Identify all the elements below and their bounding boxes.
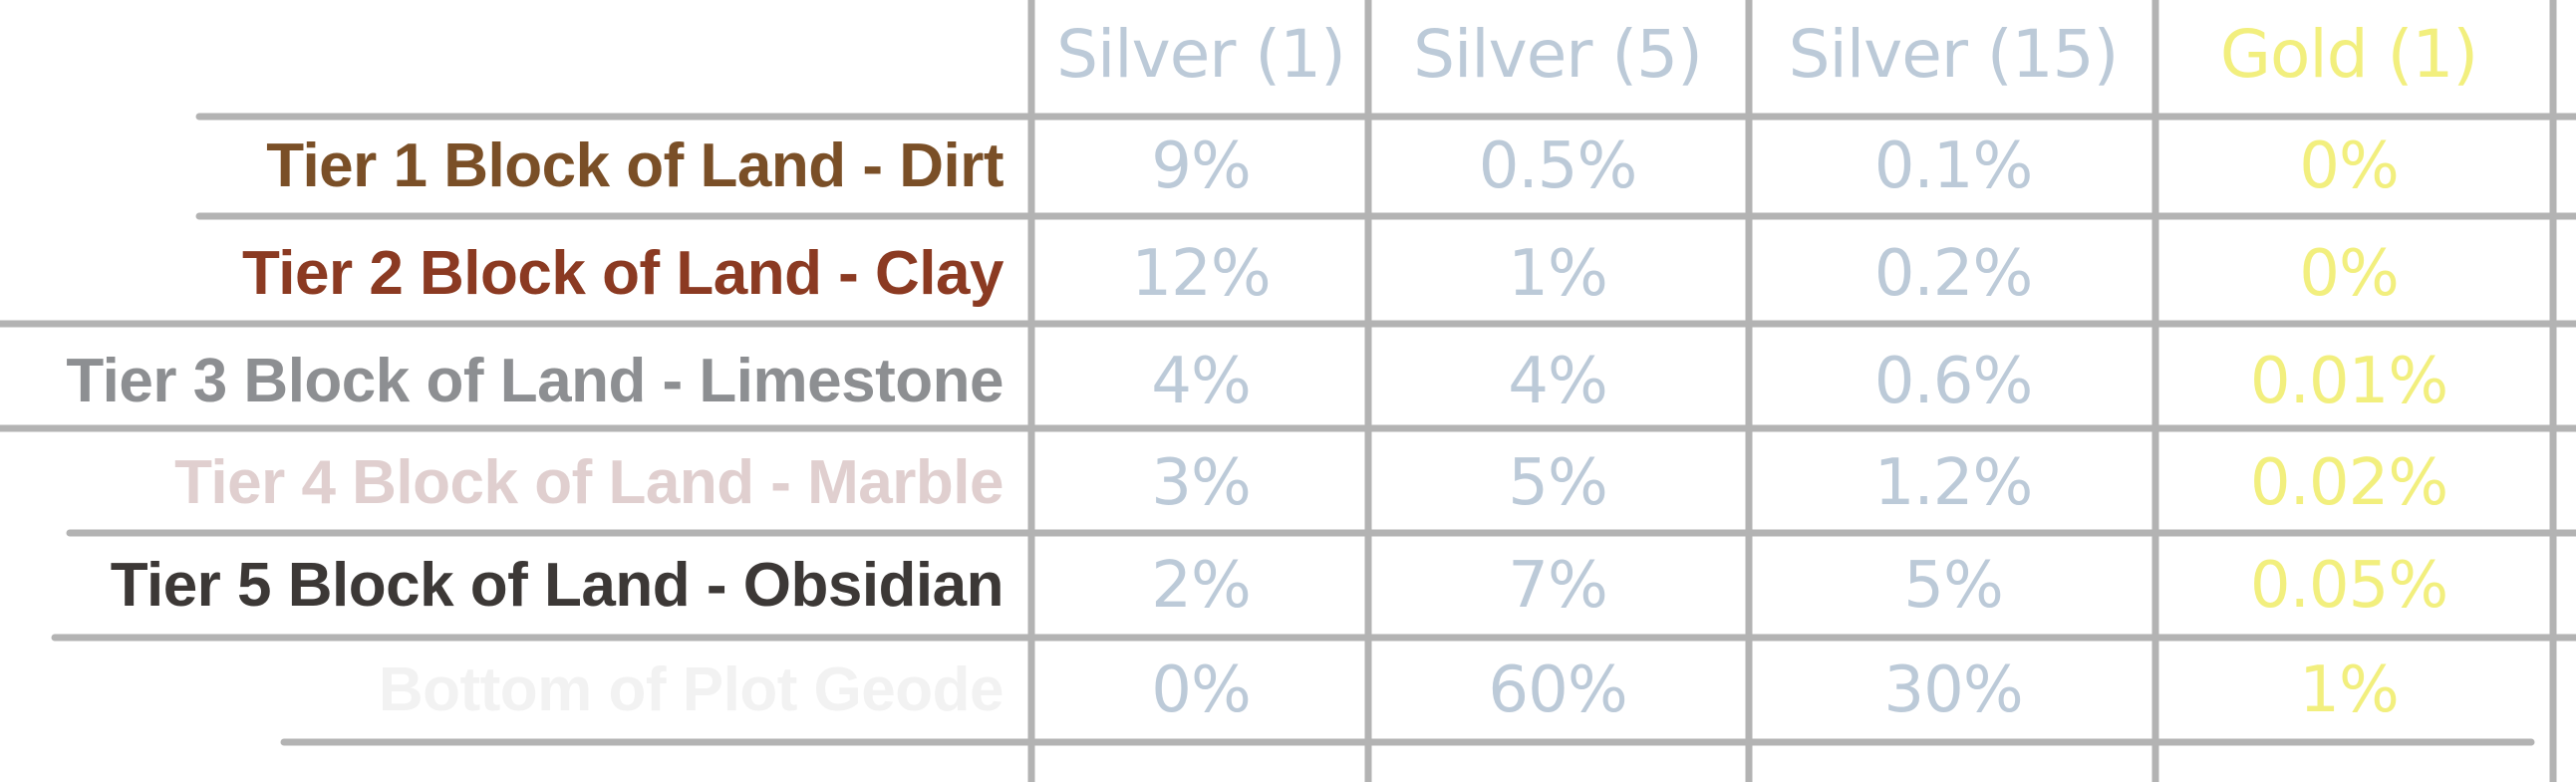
column-header-gold-1: Gold (1) [2219,16,2478,93]
table-cell: 1% [2299,653,2400,727]
table-cell: 0.01% [2249,345,2448,418]
table-cell: 4% [1508,345,1608,418]
table-cell: 0.02% [2249,446,2448,520]
row-label-tier-5-obsidian: Tier 5 Block of Land - Obsidian [110,551,1004,620]
column-header-silver-5: Silver (5) [1413,16,1703,93]
table-cell: 7% [1508,549,1608,623]
column-header-silver-15: Silver (15) [1788,16,2120,93]
table-cell: 0% [2299,130,2400,203]
row-label-tier-2-clay: Tier 2 Block of Land - Clay [242,239,1003,308]
column-divider-lines [1027,0,2557,782]
table-cell: 0.05% [2249,549,2448,623]
table-cell: 0.6% [1873,345,2034,418]
table-cell: 5% [1508,446,1608,520]
table-cell: 0.1% [1873,130,2034,203]
table-cell: 4% [1151,345,1252,418]
table-cell: 2% [1151,549,1252,623]
table-cell: 1% [1508,237,1608,311]
row-label-geode: Bottom of Plot Geode [378,655,1004,724]
row-label-tier-3-limestone: Tier 3 Block of Land - Limestone [66,347,1003,415]
table-cell: 12% [1131,237,1271,311]
table-cell: 1.2% [1873,446,2034,520]
table-cell: 0.2% [1873,237,2034,311]
table-cell: 0% [1151,653,1252,727]
table-cell: 9% [1151,130,1252,203]
row-label-tier-1-dirt: Tier 1 Block of Land - Dirt [266,131,1003,200]
column-header-silver-1: Silver (1) [1056,16,1346,93]
row-divider-lines [0,113,2576,746]
row-label-tier-4-marble: Tier 4 Block of Land - Marble [174,448,1003,517]
table-cell: 0% [2299,237,2400,311]
table-cell: 0.5% [1478,130,1638,203]
table-cell: 30% [1883,653,2023,727]
table-cell: 3% [1151,446,1252,520]
table-cell: 60% [1488,653,1627,727]
table-cell: 5% [1903,549,2004,623]
